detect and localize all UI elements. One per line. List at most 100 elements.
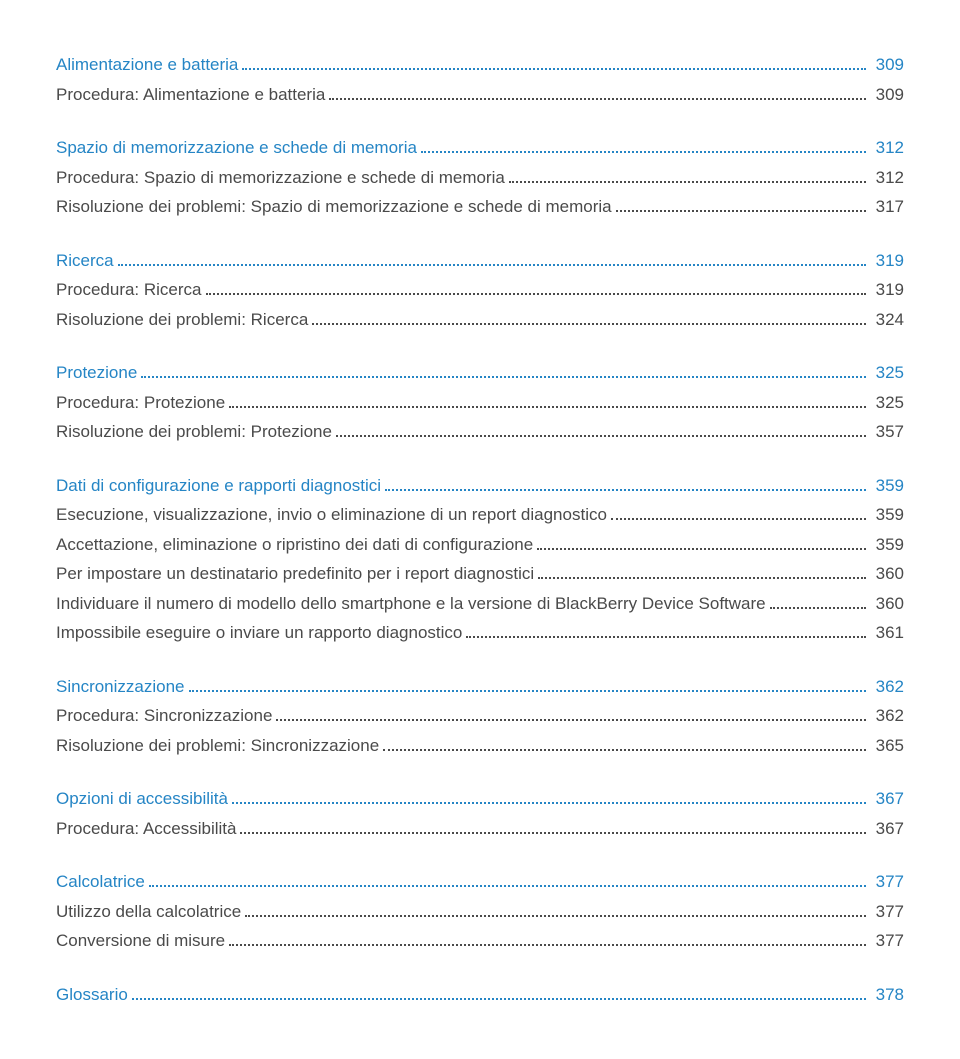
toc-entry[interactable]: Impossibile eseguire o inviare un rappor… [56,620,904,646]
toc-dot-leader [538,577,866,579]
toc-label: Procedura: Spazio di memorizzazione e sc… [56,165,505,191]
toc-label: Risoluzione dei problemi: Protezione [56,419,332,445]
toc-dot-leader [242,68,866,70]
toc-entry[interactable]: Risoluzione dei problemi: Protezione 357 [56,419,904,445]
toc-dot-leader [206,293,866,295]
toc-entry[interactable]: Individuare il numero di modello dello s… [56,591,904,617]
toc-dot-leader [149,885,866,887]
toc-page-number: 362 [870,674,904,700]
toc-entry[interactable]: Procedura: Spazio di memorizzazione e sc… [56,165,904,191]
toc-label: Procedura: Ricerca [56,277,202,303]
toc-label: Glossario [56,982,128,1008]
toc-entry[interactable]: Dati di configurazione e rapporti diagno… [56,473,904,499]
toc-page-number: 325 [870,360,904,386]
toc-page-number: 367 [870,816,904,842]
toc-page-number: 365 [870,733,904,759]
toc-page-number: 362 [870,703,904,729]
toc-entry[interactable]: Procedura: Sincronizzazione 362 [56,703,904,729]
toc-entry[interactable]: Risoluzione dei problemi: Ricerca 324 [56,307,904,333]
toc-entry[interactable]: Sincronizzazione 362 [56,674,904,700]
toc-dot-leader [383,749,866,751]
toc-page-number: 359 [870,473,904,499]
toc-page-number: 377 [870,928,904,954]
toc-dot-leader [329,98,866,100]
toc-label: Procedura: Alimentazione e batteria [56,82,325,108]
toc-dot-leader [421,151,866,153]
toc-page-number: 360 [870,591,904,617]
toc-dot-leader [312,323,866,325]
toc-page-number: 377 [870,899,904,925]
toc-label: Ricerca [56,248,114,274]
toc-entry[interactable]: Risoluzione dei problemi: Sincronizzazio… [56,733,904,759]
toc-page-number: 312 [870,165,904,191]
toc-page-number: 361 [870,620,904,646]
toc-dot-leader [132,998,866,1000]
toc-label: Risoluzione dei problemi: Spazio di memo… [56,194,612,220]
toc-label: Procedura: Sincronizzazione [56,703,272,729]
toc-page-number: 309 [870,52,904,78]
toc-dot-leader [537,548,866,550]
toc-dot-leader [245,915,866,917]
toc-label: Procedura: Accessibilità [56,816,236,842]
toc-page-number: 357 [870,419,904,445]
toc-dot-leader [509,181,866,183]
toc-dot-leader [616,210,866,212]
toc-page-number: 359 [870,502,904,528]
toc-entry[interactable]: Protezione 325 [56,360,904,386]
toc-page-number: 309 [870,82,904,108]
toc-label: Individuare il numero di modello dello s… [56,591,766,617]
toc-page-number: 325 [870,390,904,416]
toc-dot-leader [141,376,866,378]
toc-page-number: 319 [870,248,904,274]
toc-entry[interactable]: Accettazione, eliminazione o ripristino … [56,532,904,558]
toc-entry[interactable]: Procedura: Ricerca 319 [56,277,904,303]
toc-dot-leader [240,832,866,834]
toc-page-number: 359 [870,532,904,558]
toc-label: Alimentazione e batteria [56,52,238,78]
toc-entry[interactable]: Ricerca 319 [56,248,904,274]
toc-dot-leader [229,406,866,408]
toc-entry[interactable]: Utilizzo della calcolatrice 377 [56,899,904,925]
toc-label: Per impostare un destinatario predefinit… [56,561,534,587]
toc-label: Calcolatrice [56,869,145,895]
toc-page-number: 360 [870,561,904,587]
toc-entry[interactable]: Esecuzione, visualizzazione, invio o eli… [56,502,904,528]
toc-page-number: 312 [870,135,904,161]
toc-entry[interactable]: Conversione di misure 377 [56,928,904,954]
toc-page-number: 378 [870,982,904,1008]
toc-entry[interactable]: Glossario 378 [56,982,904,1008]
toc-page-number: 319 [870,277,904,303]
toc-entry[interactable]: Calcolatrice377 [56,869,904,895]
toc-label: Esecuzione, visualizzazione, invio o eli… [56,502,607,528]
toc-entry[interactable]: Alimentazione e batteria 309 [56,52,904,78]
table-of-contents: Alimentazione e batteria309Procedura: Al… [56,52,904,1007]
toc-dot-leader [229,944,866,946]
toc-label: Spazio di memorizzazione e schede di mem… [56,135,417,161]
toc-entry[interactable]: Procedura: Protezione 325 [56,390,904,416]
toc-label: Risoluzione dei problemi: Ricerca [56,307,308,333]
toc-label: Impossibile eseguire o inviare un rappor… [56,620,462,646]
toc-entry[interactable]: Spazio di memorizzazione e schede di mem… [56,135,904,161]
toc-entry[interactable]: Risoluzione dei problemi: Spazio di memo… [56,194,904,220]
toc-label: Utilizzo della calcolatrice [56,899,241,925]
toc-label: Sincronizzazione [56,674,185,700]
toc-page-number: 367 [870,786,904,812]
toc-dot-leader [276,719,866,721]
toc-entry[interactable]: Opzioni di accessibilità367 [56,786,904,812]
toc-label: Risoluzione dei problemi: Sincronizzazio… [56,733,379,759]
toc-label: Conversione di misure [56,928,225,954]
toc-dot-leader [189,690,866,692]
toc-dot-leader [385,489,866,491]
toc-page-number: 324 [870,307,904,333]
toc-dot-leader [118,264,866,266]
toc-label: Accettazione, eliminazione o ripristino … [56,532,533,558]
toc-entry[interactable]: Procedura: Accessibilità 367 [56,816,904,842]
toc-dot-leader [232,802,866,804]
toc-page-number: 317 [870,194,904,220]
toc-entry[interactable]: Procedura: Alimentazione e batteria 309 [56,82,904,108]
toc-label: Protezione [56,360,137,386]
toc-entry[interactable]: Per impostare un destinatario predefinit… [56,561,904,587]
toc-dot-leader [466,636,866,638]
toc-dot-leader [611,518,866,520]
toc-label: Procedura: Protezione [56,390,225,416]
